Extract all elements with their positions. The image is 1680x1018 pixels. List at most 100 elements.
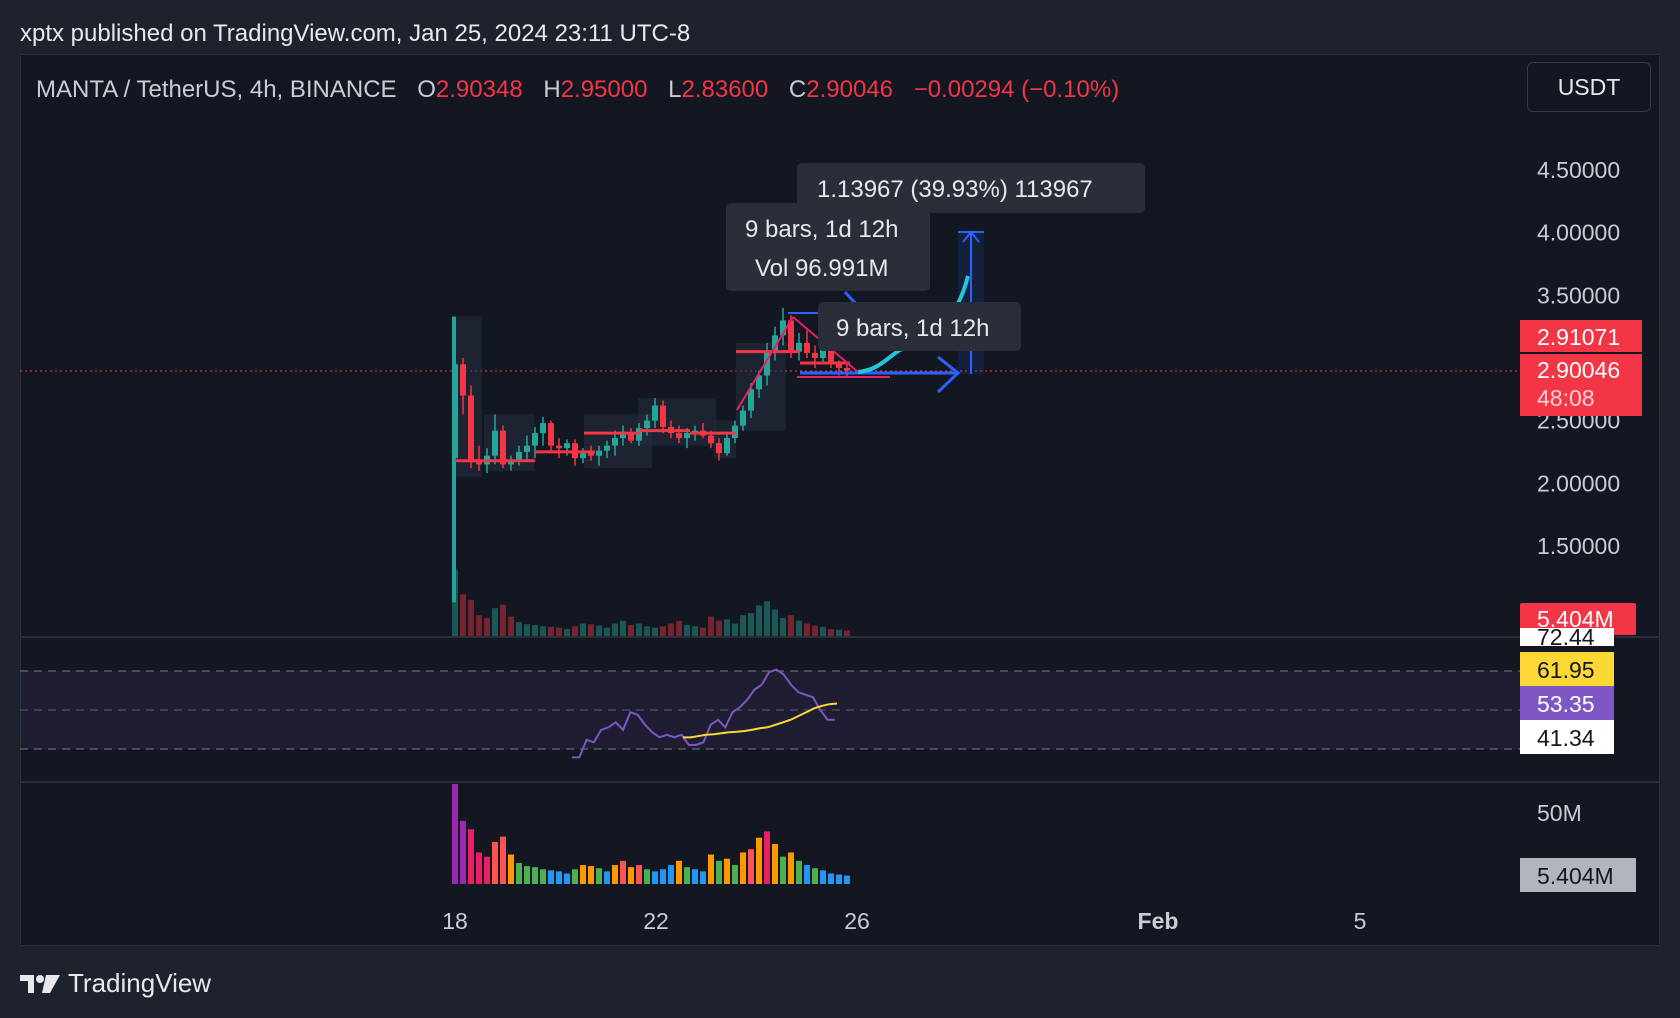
volume-bar [588,866,594,884]
volume-bar [772,844,778,884]
volume-bar [572,869,578,884]
volume-bar [612,865,618,884]
price-axis-label: 4.50000 [1537,157,1620,183]
volume-bar [580,865,586,884]
volume-bar [652,871,658,884]
candle[interactable] [748,383,754,419]
symbol-title[interactable]: MANTA / TetherUS, 4h, BINANCE [36,76,397,103]
candle[interactable] [844,364,850,378]
time-axis[interactable]: 18 22 26 Feb 5 [442,908,1366,934]
volume-overlay-bar [620,620,626,636]
candle[interactable] [476,445,482,471]
high-label: H [543,76,561,103]
candle[interactable] [796,332,802,361]
volume-bar [676,860,682,884]
candle[interactable] [604,440,610,459]
candle[interactable] [660,400,666,434]
volume-bar [508,854,514,884]
candle[interactable] [548,420,554,451]
volume-bar [604,871,610,884]
candle[interactable] [740,405,746,431]
candle[interactable] [772,326,778,361]
rsi-value-tag: 53.35 [1537,691,1595,717]
volume-bar [780,856,786,884]
candle[interactable] [804,330,810,358]
volume-overlay-bar [756,605,762,636]
rsi-pane[interactable]: 72.44 61.95 53.35 41.34 [20,624,1614,759]
bars-tooltip-2-text: 9 bars, 1d 12h [836,315,989,342]
price-axis[interactable]: 4.500004.000003.500002.500002.000001.500… [1537,157,1620,559]
volume-bar [484,856,490,884]
volume-bar [700,871,706,884]
volume-bar [668,865,674,884]
volume-overlay-bar [748,613,754,636]
volume-bar [620,860,626,884]
volume-overlay-bar [708,616,714,636]
volume-overlay-bar [564,629,570,636]
volume-overlay-bar [804,623,810,636]
volume-bar [556,871,562,884]
volume-overlay-bar [820,626,826,636]
candle[interactable] [620,425,626,446]
bars-tooltip-text: 9 bars, 1d 12h [745,216,898,243]
volume-overlay-bar [452,570,458,636]
volume-pane[interactable]: 50M 5.404M [452,784,1636,892]
candle[interactable] [628,428,634,444]
candle[interactable] [596,445,602,466]
rsi-ma-line[interactable] [683,702,838,739]
price-axis-label: 2.00000 [1537,470,1620,496]
range-tooltip-text: 1.13967 (39.93%) 113967 [817,176,1093,203]
volume-overlay-bar [724,619,730,636]
volume-bar [524,866,530,884]
candle[interactable] [724,433,730,456]
candle[interactable] [492,414,498,465]
volume-axis-label: 50M [1537,800,1582,826]
volume-bar [516,862,522,884]
candle[interactable] [780,307,786,346]
price-axis-label: 3.50000 [1537,282,1620,308]
candle[interactable] [460,357,466,415]
candle[interactable] [612,430,618,456]
candle[interactable] [516,445,522,466]
rsi-line[interactable] [572,668,835,759]
bars-tooltip: 9 bars, 1d 12h Vol 96.991M [726,203,930,291]
candle[interactable] [540,416,546,446]
volume-bar [804,865,810,884]
volume-bar [500,836,506,884]
volume-bar [708,854,714,884]
volume-bar [724,858,730,884]
price-tags: 2.91071 2.90046 48:08 5.404M [1520,320,1642,635]
volume-overlay-bar [780,617,786,636]
volume-overlay-bar [460,594,466,636]
candle[interactable] [468,385,474,469]
tradingview-logo[interactable]: TradingView [20,968,211,999]
volume-overlay-bar [652,627,658,636]
currency-button[interactable]: USDT [1527,62,1651,112]
volume-overlay-bar [676,620,682,636]
volume-overlay-bar [692,626,698,636]
volume-pane-tag: 5.404M [1537,863,1614,889]
candle[interactable] [812,345,818,368]
volume-bar [716,860,722,884]
volume-bar [812,868,818,884]
volume-bar [732,865,738,884]
candle[interactable] [764,342,770,386]
volume-overlay-bar [740,615,746,636]
volume-overlay-bar [492,608,498,636]
volume-overlay-bar [772,609,778,636]
candle[interactable] [508,455,514,471]
candle[interactable] [676,425,682,444]
open-value: 2.90348 [435,76,523,103]
candle[interactable] [524,435,530,461]
volume-bar [764,831,770,884]
price-axis-label: 4.00000 [1537,220,1620,246]
candle[interactable] [652,398,658,429]
candle[interactable] [716,438,722,461]
candle[interactable] [556,438,562,459]
volume-overlay-bar [548,626,554,636]
candles[interactable] [452,307,850,603]
volume-bar [692,869,698,884]
close-label: C [788,76,807,103]
volume-bar [548,870,554,884]
